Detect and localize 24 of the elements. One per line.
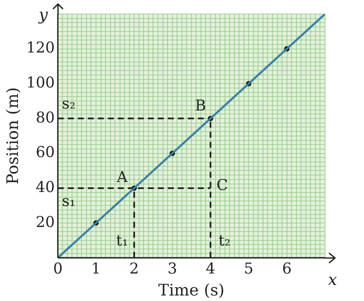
y-axis-title: Position (m) [2, 87, 22, 185]
x-tick-label: 1 [91, 260, 101, 278]
annotation: B [194, 96, 206, 114]
y-tick-label: 120 [26, 38, 55, 57]
annotation: C [216, 176, 228, 194]
text: y [38, 5, 49, 24]
y-tick-label: 40 [36, 178, 55, 196]
x-tick-label: 3 [168, 260, 178, 278]
x-axis-title: Time (s) [158, 280, 225, 300]
annotation: s₂ [62, 94, 76, 112]
annotation: t₂ [218, 232, 231, 250]
annotation: A [116, 168, 128, 186]
x-tick-label: 4 [206, 260, 216, 278]
y-tick-label: 20 [36, 212, 55, 231]
text: x [328, 270, 338, 289]
x-tick-label: 0 [53, 260, 63, 278]
x-tick-label: 2 [129, 260, 139, 278]
y-tick-label: 80 [36, 108, 55, 126]
annotation: s₁ [62, 192, 76, 210]
x-tick-label: 5 [244, 260, 254, 278]
y-tick-label: 60 [36, 143, 55, 162]
annotation: t₁ [116, 232, 128, 250]
x-tick-label: 6 [282, 260, 292, 278]
y-tick-label: 100 [26, 74, 55, 92]
